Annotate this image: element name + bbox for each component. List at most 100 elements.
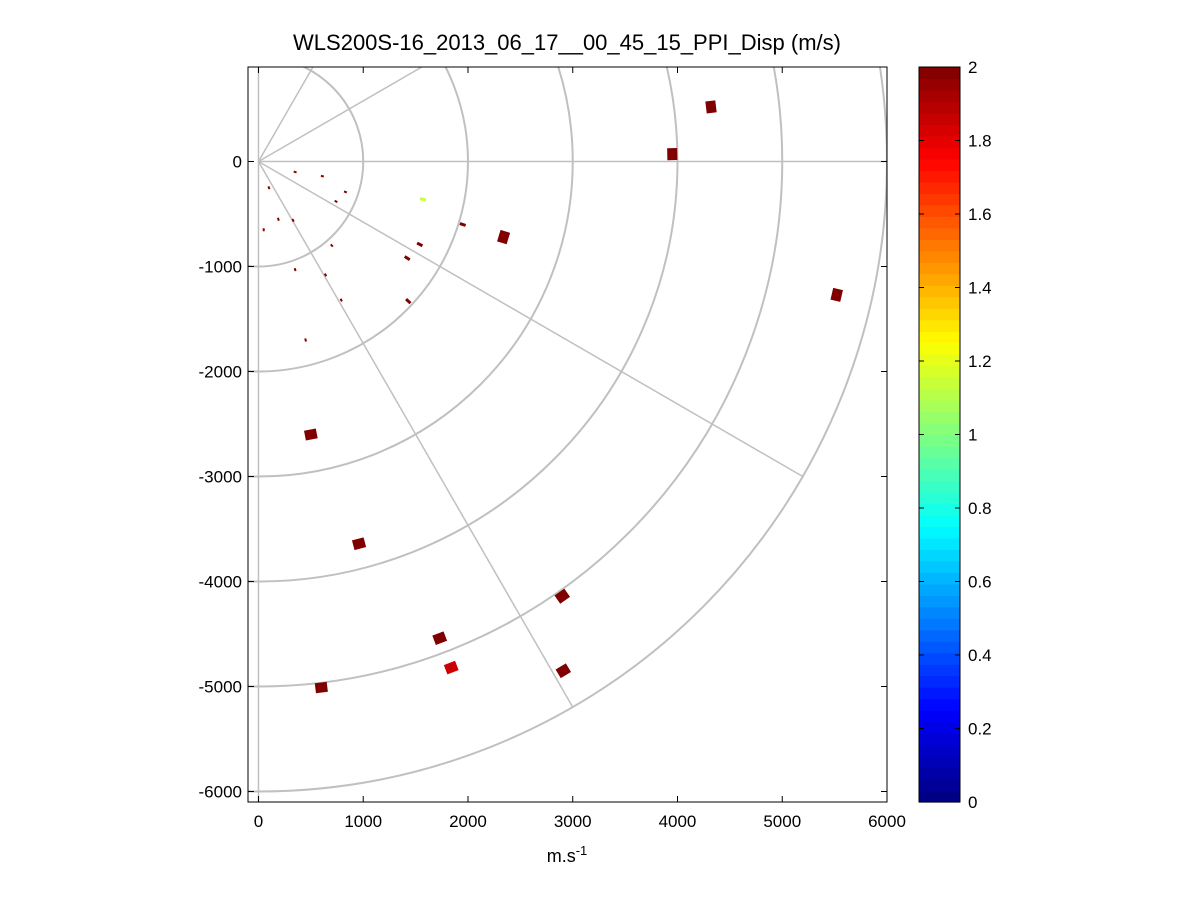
colorbar-segment [919, 67, 960, 80]
data-point [323, 273, 328, 277]
colorbar-segment [919, 112, 960, 126]
y-tick-label: -5000 [199, 678, 242, 697]
data-point [339, 298, 343, 302]
colorbar-tick-label: 0.4 [968, 646, 992, 665]
colorbar-segment [919, 480, 960, 493]
colorbar-segment [919, 687, 960, 700]
colorbar-segment [919, 790, 960, 803]
data-point [351, 537, 367, 551]
colorbar-segment [919, 388, 960, 401]
colorbar-segment [919, 365, 960, 378]
data-point [262, 228, 265, 232]
colorbar-segment [919, 147, 960, 160]
colorbar-tick-label: 1 [968, 426, 977, 445]
colorbar-segment [919, 583, 960, 596]
data-point [667, 148, 678, 161]
x-tick-label: 6000 [868, 812, 906, 831]
data-point [304, 338, 307, 342]
colorbar-tick-label: 2 [968, 58, 977, 77]
x-tick-label: 1000 [344, 812, 382, 831]
colorbar-tick-label: 0.8 [968, 499, 992, 518]
colorbar-segment [919, 744, 960, 757]
data-point [432, 631, 448, 646]
x-tick-label: 0 [254, 812, 263, 831]
data-point [405, 298, 412, 305]
colorbar-segment [919, 216, 960, 229]
axis-ticks: 0 1000 2000 3000 4000 5000 6000 0 -1000 -2000 -300… [199, 67, 906, 831]
data-point [554, 588, 571, 604]
colorbar-segment [919, 204, 960, 217]
colorbar-segment [919, 331, 960, 344]
colorbar-segment [919, 342, 960, 355]
colorbar-segment [919, 101, 960, 114]
x-tick-label: 2000 [449, 812, 487, 831]
colorbar-segment [919, 319, 960, 332]
colorbar-segment [919, 537, 960, 550]
y-tick-label: -2000 [199, 363, 242, 382]
data-point [293, 267, 297, 272]
colorbar-segment [919, 377, 960, 390]
colorbar-segment [919, 308, 960, 321]
colorbar-segment [919, 549, 960, 562]
colorbar-segment [919, 652, 960, 665]
plot-frame [247, 66, 888, 803]
colorbar-segment [919, 434, 960, 447]
colorbar-segment [919, 618, 960, 631]
colorbar-segment [919, 273, 960, 286]
y-tick-label: 0 [233, 153, 242, 172]
colorbar-segment [919, 250, 960, 263]
data-point [334, 199, 338, 203]
data-point [443, 660, 459, 675]
colorbar-segment [919, 296, 960, 309]
y-tick-label: -3000 [199, 468, 242, 487]
colorbar-segment [919, 503, 960, 516]
colorbar-segment [919, 514, 960, 527]
data-point [343, 190, 348, 194]
colorbar-segment [919, 710, 960, 723]
colorbar-segment [919, 285, 960, 298]
data-point [459, 222, 467, 227]
colorbar-segment [919, 721, 960, 734]
colorbar-segment [919, 468, 960, 482]
spoke--60 [257, 161, 574, 708]
x-tick-label: 5000 [763, 812, 801, 831]
data-point [555, 663, 572, 679]
data-point [330, 243, 334, 248]
colorbar-segment [919, 262, 960, 275]
colorbar-tick-label: 0 [968, 793, 977, 812]
colorbar-segment [919, 756, 960, 769]
x-axis-label: m.s-1 [547, 843, 588, 866]
data-point [830, 287, 843, 302]
data-point [416, 241, 424, 248]
colorbar-segment [919, 193, 960, 206]
colorbar-segment [919, 411, 960, 424]
colorbar-segment [919, 641, 960, 654]
colorbar-segment [919, 779, 960, 792]
data-point [320, 174, 325, 178]
colorbar-segment [919, 595, 960, 608]
x-tick-label: 3000 [554, 812, 592, 831]
colorbar-segment [919, 423, 960, 436]
colorbar-segment [919, 89, 960, 103]
colorbar-tick-label: 0.6 [968, 573, 992, 592]
spoke-60 [257, 67, 314, 162]
colorbar-segment [919, 400, 960, 413]
data-point [705, 100, 717, 114]
x-axis-label-base: m.s [547, 846, 576, 866]
colorbar-segment [919, 227, 960, 240]
colorbar-segment [919, 124, 960, 137]
colorbar-segment [919, 78, 960, 91]
x-tick-label: 4000 [659, 812, 697, 831]
colorbar: 0 0.2 0.4 0.6 0.8 1 1.2 1.4 1.6 1.8 2 [918, 58, 992, 812]
data-point [419, 197, 427, 202]
colorbar-segment [919, 158, 960, 171]
colorbar-tick-label: 0.2 [968, 720, 992, 739]
colorbar-segment [919, 445, 960, 459]
data-points [262, 100, 843, 694]
data-point [267, 185, 271, 190]
colorbar-segment [919, 675, 960, 688]
colorbar-segment [919, 354, 960, 367]
colorbar-segment [919, 767, 960, 780]
colorbar-segment [919, 733, 960, 746]
